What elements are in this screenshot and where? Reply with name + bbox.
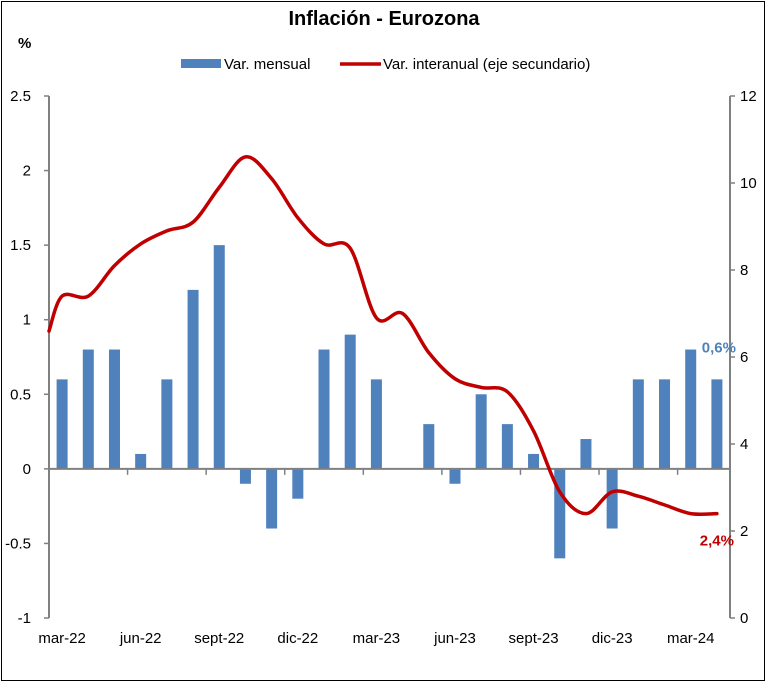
y-primary-tick-label: 1.5	[10, 237, 31, 254]
y-primary-tick-label: 2.5	[10, 88, 31, 105]
bar-ene-23	[319, 350, 330, 469]
bar-abr-24	[711, 379, 722, 468]
x-tick-label: mar-22	[38, 630, 86, 647]
bar-jun-22	[135, 454, 146, 469]
y-secondary-tick-label: 12	[740, 88, 757, 105]
bar-nov-22	[266, 469, 277, 529]
y-secondary-tick-label: 0	[740, 610, 748, 627]
bar-feb-24	[659, 379, 670, 468]
bar-ago-22	[188, 290, 199, 469]
x-tick-label: sept-23	[509, 630, 559, 647]
legend: Var. mensual Var. interanual (eje secund…	[181, 56, 590, 73]
x-tick-label: mar-23	[353, 630, 401, 647]
y-secondary-tick-label: 10	[740, 175, 757, 192]
y-primary-tick-label: -0.5	[5, 535, 31, 552]
bar-jun-23	[449, 469, 460, 484]
bar-dic-23	[607, 469, 618, 529]
y-secondary-tick-label: 4	[740, 436, 748, 453]
legend-label-annual: Var. interanual (eje secundario)	[383, 56, 590, 73]
bar-dic-22	[292, 469, 303, 499]
bar-sept-22	[214, 245, 225, 469]
bar-mar-23	[371, 379, 382, 468]
y-secondary-tick-label: 8	[740, 262, 748, 279]
y-secondary-tick-label: 2	[740, 523, 748, 540]
line-series	[49, 157, 717, 514]
x-tick-label: dic-23	[592, 630, 633, 647]
bar-abr-22	[83, 350, 94, 469]
bar-jul-22	[161, 379, 172, 468]
bar-nov-23	[580, 439, 591, 469]
bar-jul-23	[476, 394, 487, 469]
chart-title: Inflación - Eurozona	[288, 8, 480, 30]
legend-swatch-bar	[181, 59, 221, 68]
bar-series	[57, 245, 723, 558]
annotation-monthly-last: 0,6%	[702, 339, 736, 356]
y-primary-tick-label: -1	[18, 610, 31, 627]
bar-feb-23	[345, 335, 356, 469]
x-tick-label: sept-22	[194, 630, 244, 647]
bar-ene-24	[633, 379, 644, 468]
bar-may-22	[109, 350, 120, 469]
legend-label-monthly: Var. mensual	[224, 56, 310, 73]
bar-sept-23	[528, 454, 539, 469]
y-axis-unit-label: %	[18, 35, 31, 52]
bar-may-23	[423, 424, 434, 469]
y-primary-tick-label: 2	[23, 163, 31, 180]
y-primary-tick-label: 1	[23, 312, 31, 329]
y-secondary-tick-label: 6	[740, 349, 748, 366]
axes	[44, 96, 735, 618]
y-primary-tick-label: 0	[23, 461, 31, 478]
line-annual-inflation	[49, 157, 717, 514]
y-primary-tick-label: 0.5	[10, 386, 31, 403]
x-tick-label: jun-23	[433, 630, 476, 647]
x-tick-label: dic-22	[277, 630, 318, 647]
annotation-annual-last: 2,4%	[700, 533, 734, 550]
bar-mar-24	[685, 350, 696, 469]
x-tick-label: jun-22	[119, 630, 162, 647]
bar-oct-22	[240, 469, 251, 484]
bar-ago-23	[502, 424, 513, 469]
x-tick-label: mar-24	[667, 630, 715, 647]
bar-mar-22	[57, 379, 68, 468]
